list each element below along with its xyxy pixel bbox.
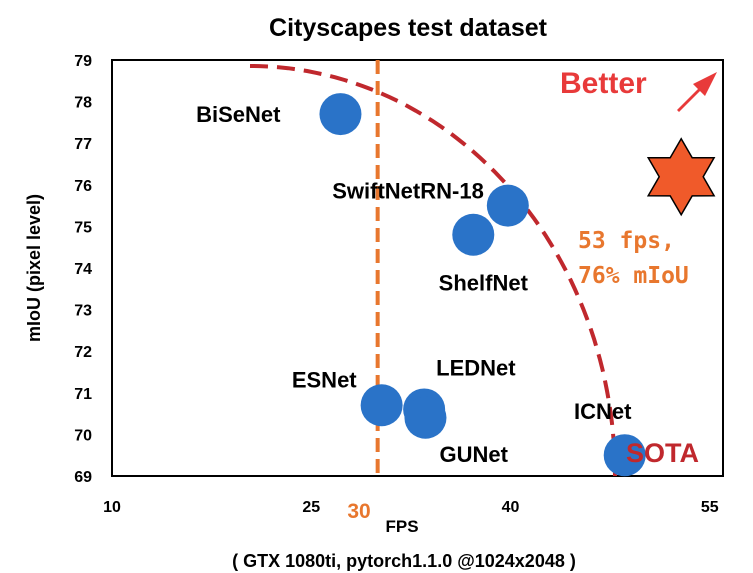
data-point bbox=[452, 213, 495, 256]
y-tick-label: 78 bbox=[74, 95, 92, 112]
chart-title: Cityscapes test dataset bbox=[269, 14, 548, 42]
chart-subtitle: ( GTX 1080ti, pytorch1.1.0 @1024x2048 ) bbox=[232, 551, 576, 571]
point-labels-layer: BiSeNet SwiftNetRN-18 ShelfNet ESNet LEDNet G… bbox=[196, 102, 632, 467]
data-point-label: ICNet bbox=[574, 399, 632, 424]
x-tick-labels: 10 25 40 55 bbox=[103, 499, 719, 516]
sota-label: SOTA bbox=[626, 438, 699, 468]
sota-frontier-curve bbox=[249, 64, 617, 477]
y-tick-label: 72 bbox=[74, 344, 92, 361]
y-tick-label: 70 bbox=[74, 427, 92, 444]
y-tick-label: 76 bbox=[74, 178, 92, 195]
data-point-label: BiSeNet bbox=[196, 102, 281, 127]
y-axis-label: mIoU (pixel level) bbox=[24, 194, 44, 342]
data-point bbox=[319, 93, 362, 136]
data-point-label: GUNet bbox=[439, 442, 508, 467]
data-point bbox=[404, 396, 447, 439]
target-star-icon bbox=[646, 137, 716, 217]
y-tick-labels: 69 70 71 72 73 74 75 76 77 78 79 bbox=[74, 53, 92, 486]
data-point-label: ShelfNet bbox=[439, 271, 529, 296]
y-tick-label: 79 bbox=[74, 53, 92, 70]
x-tick-label: 55 bbox=[701, 499, 719, 516]
data-point-label: LEDNet bbox=[436, 355, 516, 380]
y-tick-label: 73 bbox=[74, 303, 92, 320]
x-axis-label: FPS bbox=[385, 517, 418, 536]
y-tick-label: 71 bbox=[74, 386, 92, 403]
data-point-label: ESNet bbox=[292, 367, 357, 392]
y-tick-label: 74 bbox=[74, 261, 92, 278]
x-tick-label: 25 bbox=[302, 499, 320, 516]
data-point bbox=[603, 434, 646, 477]
y-tick-label: 77 bbox=[74, 136, 92, 153]
points-layer bbox=[319, 93, 646, 477]
data-point bbox=[486, 184, 529, 227]
y-tick-label: 69 bbox=[74, 469, 92, 486]
chart-title-group: Cityscapes test dataset bbox=[269, 14, 548, 42]
x-tick-label: 10 bbox=[103, 499, 121, 516]
reference-line-label: 30 bbox=[347, 500, 370, 523]
data-point bbox=[360, 384, 403, 427]
star-label-line1: 53 fps, bbox=[578, 228, 675, 254]
plot-area-frame bbox=[111, 59, 724, 477]
data-point-label: SwiftNetRN-18 bbox=[332, 179, 484, 204]
star-label-line2: 76% mIoU bbox=[578, 263, 689, 289]
y-tick-label: 75 bbox=[74, 219, 92, 236]
better-label: Better bbox=[560, 67, 647, 100]
x-tick-label: 40 bbox=[502, 499, 520, 516]
better-arrow-icon bbox=[677, 72, 717, 112]
